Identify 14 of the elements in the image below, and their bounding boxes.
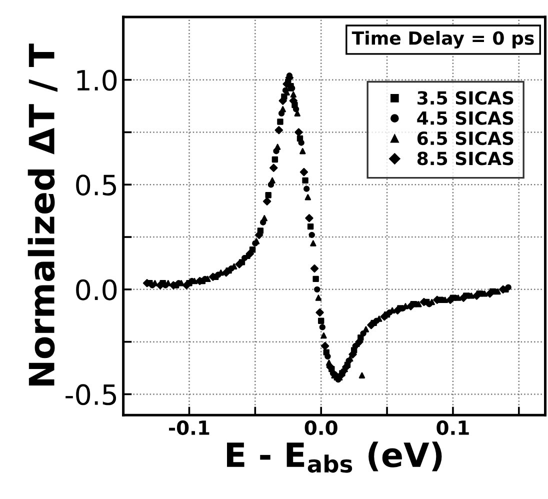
y-axis-title: Normalized ΔT / T xyxy=(28,44,58,386)
x-tick-label: 0.0 xyxy=(304,420,338,436)
x-tick-label: -0.1 xyxy=(169,420,210,436)
y-tick-label: 0.5 xyxy=(76,174,116,196)
x-tick-label: 0.1 xyxy=(436,420,469,436)
legend-label: 8.5 SICAS xyxy=(417,152,514,166)
legend-label: 4.5 SICAS xyxy=(417,111,514,125)
annotation: Time Delay = 0 ps xyxy=(352,30,534,49)
legend-label: 6.5 SICAS xyxy=(417,131,514,146)
y-tick-label: 1.0 xyxy=(77,70,117,91)
x-axis-title: E - E$_{abs}$ (eV) xyxy=(227,442,442,473)
legend-label: 3.5 SICAS xyxy=(418,91,514,105)
y-tick-label: 0.0 xyxy=(76,279,117,300)
y-tick-label: -0.5 xyxy=(66,384,116,406)
